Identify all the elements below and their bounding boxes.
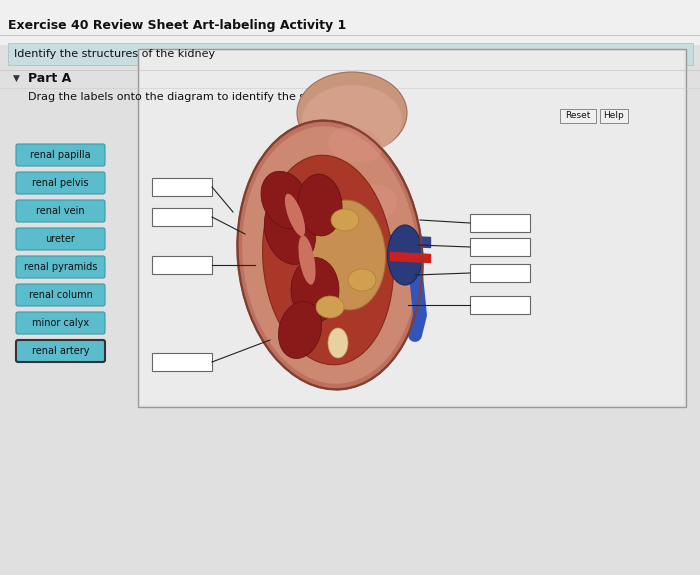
Ellipse shape: [343, 185, 397, 225]
Ellipse shape: [312, 306, 377, 344]
Bar: [560, 109, 596, 123]
Bar: [0, 0, 700, 45]
Bar: [470, 214, 530, 232]
Ellipse shape: [388, 225, 423, 285]
Text: ureter: ureter: [46, 234, 76, 244]
Ellipse shape: [262, 155, 393, 365]
FancyBboxPatch shape: [16, 284, 105, 306]
Ellipse shape: [267, 255, 314, 294]
Ellipse shape: [348, 269, 376, 291]
Ellipse shape: [298, 235, 316, 285]
Ellipse shape: [328, 328, 348, 358]
FancyBboxPatch shape: [16, 228, 105, 250]
Text: Exercise 40 Review Sheet Art-labeling Activity 1: Exercise 40 Review Sheet Art-labeling Ac…: [8, 19, 346, 32]
Bar: [152, 256, 212, 274]
Ellipse shape: [297, 72, 407, 154]
Ellipse shape: [288, 319, 332, 351]
Bar: [140, 51, 684, 405]
Ellipse shape: [316, 296, 344, 318]
FancyBboxPatch shape: [16, 312, 105, 334]
Bar: [152, 208, 212, 226]
Ellipse shape: [331, 209, 359, 231]
Ellipse shape: [285, 194, 305, 236]
Text: Reset: Reset: [566, 112, 591, 121]
Ellipse shape: [237, 120, 423, 390]
Text: Drag the labels onto the diagram to identify the structures.: Drag the labels onto the diagram to iden…: [28, 92, 360, 102]
Bar: [152, 178, 212, 196]
FancyBboxPatch shape: [16, 340, 105, 362]
Ellipse shape: [328, 127, 382, 163]
Text: renal papilla: renal papilla: [30, 150, 91, 160]
Text: renal pyramids: renal pyramids: [24, 262, 97, 272]
Ellipse shape: [302, 85, 402, 155]
Text: Part A: Part A: [28, 71, 71, 85]
Ellipse shape: [281, 164, 339, 206]
Bar: [8, 43, 693, 65]
Text: renal pelvis: renal pelvis: [32, 178, 89, 188]
Text: Identify the structures of the kidney: Identify the structures of the kidney: [14, 49, 215, 59]
Text: minor calyx: minor calyx: [32, 318, 89, 328]
FancyBboxPatch shape: [16, 172, 105, 194]
Ellipse shape: [279, 301, 321, 359]
Bar: [470, 264, 530, 282]
Bar: [152, 353, 212, 371]
Bar: [138, 49, 686, 407]
Text: renal column: renal column: [29, 290, 92, 300]
FancyBboxPatch shape: [16, 144, 105, 166]
Ellipse shape: [242, 126, 418, 384]
Ellipse shape: [310, 200, 386, 310]
Ellipse shape: [291, 258, 339, 323]
Bar: [470, 296, 530, 314]
Ellipse shape: [264, 196, 316, 264]
Text: Help: Help: [603, 112, 624, 121]
FancyBboxPatch shape: [16, 200, 105, 222]
FancyBboxPatch shape: [16, 256, 105, 278]
Text: ▼: ▼: [13, 74, 20, 82]
Text: renal vein: renal vein: [36, 206, 85, 216]
Bar: [600, 109, 628, 123]
Bar: [470, 238, 530, 256]
Ellipse shape: [261, 171, 309, 229]
Ellipse shape: [298, 174, 342, 236]
Text: renal artery: renal artery: [32, 346, 90, 356]
